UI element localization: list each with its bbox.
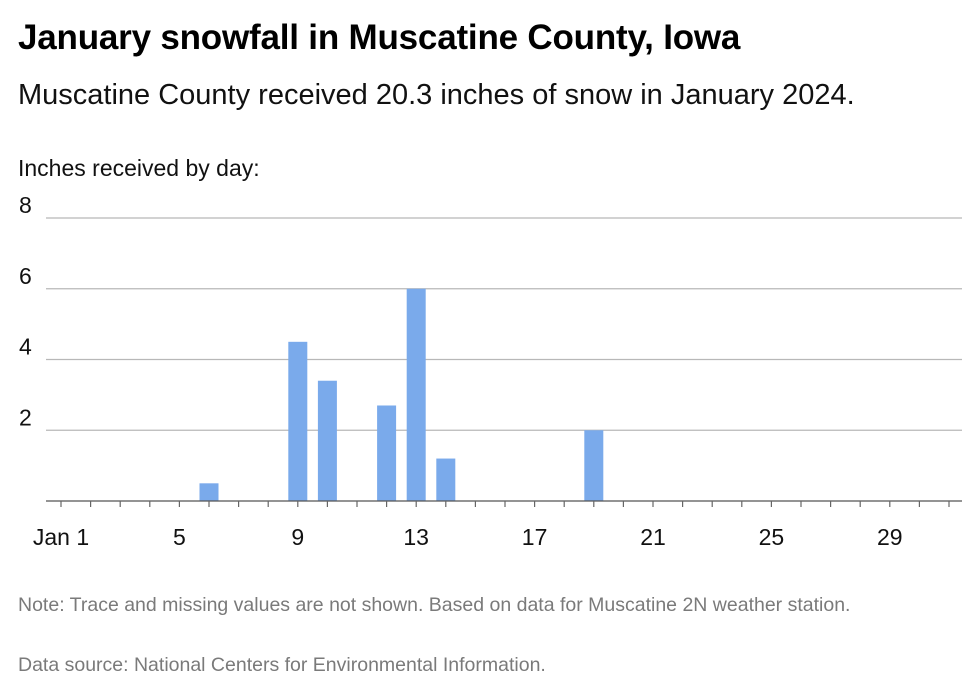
x-tick-label-29: 29 [877,524,903,550]
x-tick-label-13: 13 [403,524,429,550]
y-axis-title: Inches received by day: [18,155,260,181]
bar-day-14 [436,458,456,501]
x-tick-label-25: 25 [759,524,785,550]
x-tick-label-17: 17 [522,524,548,550]
x-tick-label-5: 5 [173,524,186,550]
chart-title: January snowfall in Muscatine County, Io… [18,18,741,57]
bar-day-6 [199,483,219,501]
x-tick-label-1: Jan 1 [33,524,89,550]
tick-labels: 2 4 6 8 Jan 1 5 9 13 17 21 25 29 [19,192,903,550]
bar-day-13 [406,288,426,501]
y-tick-label-4: 4 [19,334,32,360]
chart-subtitle: Muscatine County received 20.3 inches of… [18,79,855,111]
bar-day-9 [288,341,308,501]
chart-note: Note: Trace and missing values are not s… [18,594,851,616]
y-tick-label-2: 2 [19,404,32,430]
y-tick-label-6: 6 [19,263,32,289]
x-tick-label-21: 21 [640,524,666,550]
gridlines [46,217,962,431]
y-tick-label-8: 8 [19,192,32,218]
x-axis [46,500,962,507]
bars [199,288,604,501]
bar-day-19 [584,430,604,501]
data-source: Data source: National Centers for Enviro… [18,654,546,676]
bar-day-12 [377,405,397,501]
x-tick-label-9: 9 [291,524,304,550]
bar-day-10 [317,380,337,501]
